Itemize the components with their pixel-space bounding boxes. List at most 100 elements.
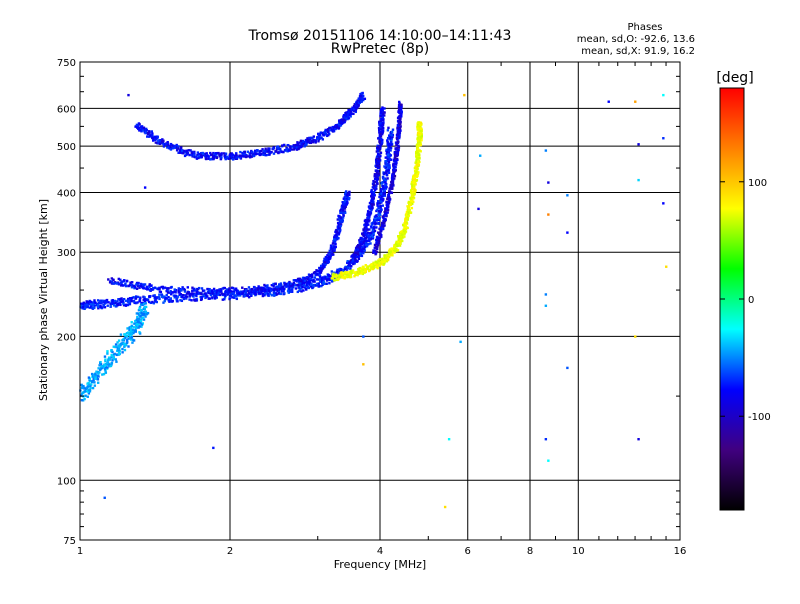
trace-point [137, 324, 140, 327]
trace-point [416, 148, 420, 151]
trace-point [93, 301, 96, 304]
trace-point [370, 205, 373, 208]
trace-point [82, 307, 85, 310]
trace-point [380, 107, 384, 111]
trace-point [324, 277, 327, 280]
trace-point [401, 236, 405, 239]
trace-point [417, 171, 420, 174]
trace-point [384, 178, 388, 182]
trace-point [377, 221, 381, 225]
trace-point [384, 183, 388, 187]
trace-point [256, 149, 259, 152]
trace-point [80, 399, 84, 402]
trace-point [285, 147, 289, 151]
trace-point [124, 282, 127, 285]
trace-point [138, 286, 141, 289]
trace-point [293, 283, 297, 287]
trace-point [331, 249, 334, 253]
scatter-point [634, 335, 637, 338]
trace-point [358, 248, 361, 251]
trace-point [96, 299, 100, 302]
trace-point [392, 172, 395, 176]
trace-point [378, 147, 382, 151]
trace-point [306, 140, 310, 143]
trace-point [388, 157, 392, 161]
trace-point [182, 152, 185, 155]
trace-point [185, 153, 188, 157]
trace-point [380, 208, 383, 211]
trace-point [231, 158, 235, 161]
trace-point [407, 211, 410, 214]
trace-point [288, 149, 291, 152]
trace-point [365, 244, 369, 248]
trace-point [128, 326, 131, 329]
trace-point [387, 169, 391, 172]
trace-point [319, 277, 322, 280]
trace-point [375, 170, 379, 173]
trace-point [127, 331, 130, 334]
trace-point [398, 240, 402, 243]
trace-point [376, 153, 380, 156]
trace-point [363, 231, 367, 234]
trace-point [380, 123, 383, 127]
trace-point [219, 154, 222, 157]
trace-point [220, 292, 224, 295]
trace-point [133, 322, 136, 325]
trace-point [236, 155, 240, 158]
trace-point [370, 192, 374, 195]
trace-point [140, 325, 143, 328]
trace-point [250, 150, 254, 154]
trace-point [384, 160, 387, 163]
trace-point [347, 197, 351, 200]
trace-point [212, 157, 215, 160]
trace-point [322, 134, 325, 137]
trace-point [124, 335, 127, 338]
trace-point [345, 194, 349, 197]
trace-point [380, 132, 384, 136]
trace-point [99, 360, 102, 364]
trace-point [87, 300, 90, 304]
trace-point [319, 280, 322, 284]
trace-point [363, 239, 366, 243]
trace-point [366, 212, 370, 216]
trace-point [287, 289, 290, 293]
trace-point [254, 153, 257, 156]
trace-point [315, 284, 318, 287]
trace-point [130, 281, 134, 284]
trace-point [374, 218, 377, 221]
trace-point [381, 188, 384, 191]
trace-point [373, 221, 377, 225]
trace-point [284, 284, 287, 287]
trace-point [409, 203, 412, 206]
trace-point [363, 249, 366, 252]
trace-point [139, 303, 143, 306]
trace-point [378, 123, 381, 126]
trace-point [378, 128, 381, 132]
trace-point [141, 303, 144, 307]
trace-point [250, 287, 254, 291]
scatter-point [607, 100, 610, 103]
trace-point [410, 206, 414, 210]
trace-point [354, 257, 357, 261]
trace-point [111, 298, 114, 302]
trace-point [212, 287, 216, 291]
trace-point [209, 293, 213, 297]
trace-point [163, 286, 167, 289]
trace-point [396, 241, 400, 244]
trace-point [386, 197, 389, 201]
trace-point [129, 332, 132, 335]
trace-point [287, 291, 291, 294]
trace-point [397, 109, 401, 113]
trace-point [166, 140, 169, 144]
trace-point [179, 147, 183, 151]
trace-point [323, 261, 327, 264]
trace-point [350, 260, 354, 264]
trace-point [88, 390, 92, 393]
trace-point [349, 275, 353, 279]
trace-point [419, 121, 423, 125]
trace-point [131, 328, 135, 331]
trace-point [263, 152, 267, 155]
trace-point [86, 388, 89, 392]
trace-point [370, 263, 374, 267]
trace-point [378, 131, 381, 134]
